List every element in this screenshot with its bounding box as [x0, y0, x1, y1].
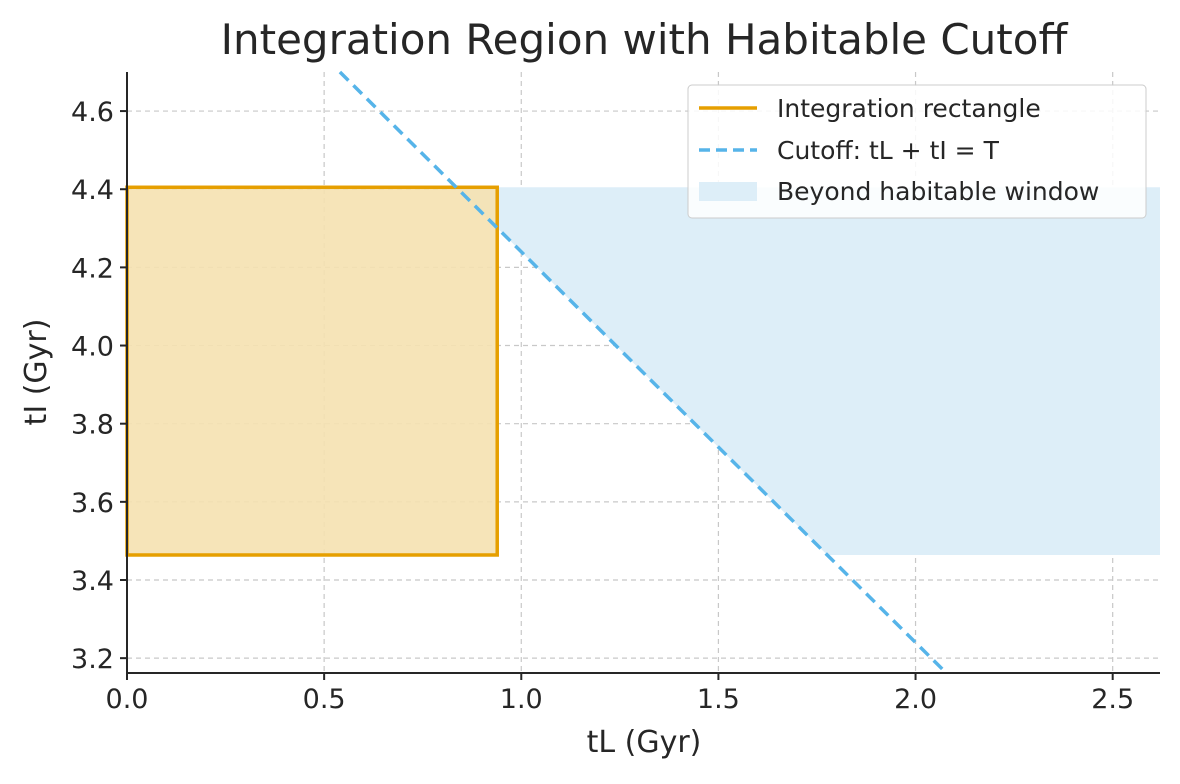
x-tick-label: 2.5 — [1091, 684, 1134, 715]
legend-label-cutoff: Cutoff: tL + tI = T — [777, 136, 1000, 165]
y-tick-label: 4.2 — [71, 253, 114, 284]
integration-rectangle — [125, 185, 499, 557]
plot-area: 0.0 0.5 1.0 1.5 2.0 2.5 3.2 3.4 3.6 3.8 4.0 4.2 4.4 4… — [71, 70, 1160, 715]
x-tick-label: 0.5 — [303, 684, 346, 715]
x-tick-label: 2.0 — [894, 684, 937, 715]
legend-swatch-beyond — [699, 182, 757, 201]
beyond-habitable-region — [456, 187, 1160, 555]
x-tick-label: 1.5 — [697, 684, 740, 715]
y-tick-label: 3.2 — [71, 644, 114, 675]
chart-title: Integration Region with Habitable Cutoff — [221, 15, 1069, 64]
y-tick-label: 4.4 — [71, 175, 114, 206]
y-tick-label: 4.0 — [71, 332, 114, 363]
cutoff-line — [338, 70, 948, 675]
x-tick-label: 0.0 — [106, 684, 149, 715]
y-tick-label: 3.8 — [71, 410, 114, 441]
legend-label-beyond: Beyond habitable window — [777, 177, 1099, 206]
y-tick-label: 3.6 — [71, 488, 114, 519]
legend: Integration rectangle Cutoff: tL + tI = … — [687, 84, 1147, 219]
y-tick-label: 4.6 — [71, 97, 114, 128]
x-axis-label: tL (Gyr) — [587, 725, 702, 760]
y-tick-label: 3.4 — [71, 566, 114, 597]
y-axis-label: tI (Gyr) — [19, 319, 54, 426]
legend-label-rectangle: Integration rectangle — [777, 94, 1041, 123]
x-tick-label: 1.0 — [500, 684, 543, 715]
legend-box — [687, 84, 1147, 219]
